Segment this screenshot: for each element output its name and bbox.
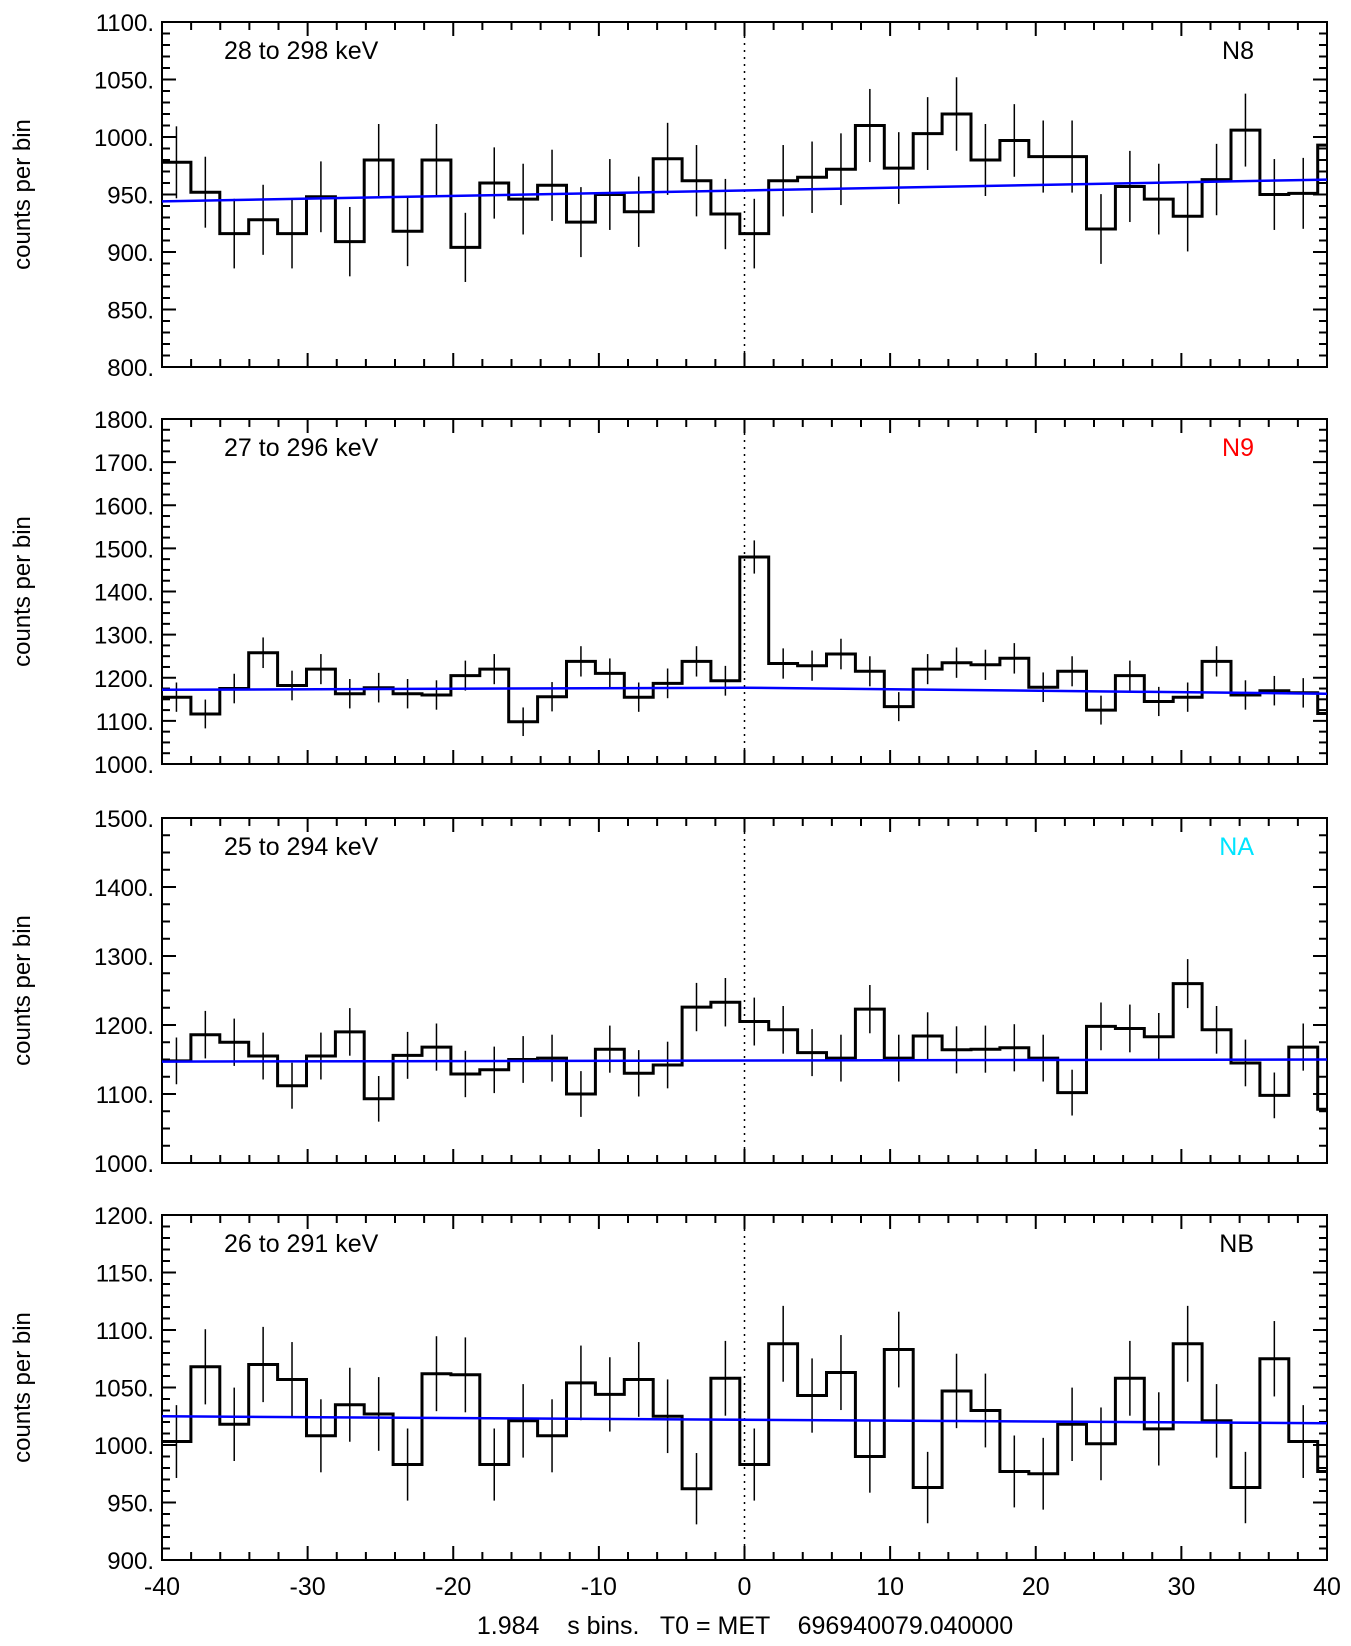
x-tick-label: 30 (1167, 1573, 1195, 1601)
y-axis-title: counts per bin (9, 1312, 36, 1463)
y-tick-label: 1600. (94, 493, 154, 520)
panel-n9: 1000. 1100. 1200. 1300. 1400. 1500. 1600. 1700.… (9, 407, 1328, 779)
y-tick-label: 1200. (94, 1013, 154, 1040)
y-tick-label: 1300. (94, 623, 154, 650)
energy-range-label: 27 to 296 keV (224, 434, 379, 462)
x-tick-labels: -40 -30 -20 -10 0 10 20 30 40 (144, 1573, 1341, 1601)
count-histogram (162, 982, 1327, 1111)
detector-label: N9 (1222, 434, 1254, 462)
x-tick-label: -20 (435, 1573, 471, 1601)
y-tick-label: 1500. (94, 536, 154, 563)
background-fit-line (161, 1058, 1328, 1063)
y-tick-label: 1050. (94, 68, 154, 95)
energy-range-label: 25 to 294 keV (224, 833, 379, 861)
detector-label: NA (1219, 833, 1254, 861)
y-tick-label: 800. (107, 355, 154, 382)
y-tick-label: 950. (107, 1491, 154, 1518)
y-tick-label: 1700. (94, 450, 154, 477)
energy-range-label: 28 to 298 keV (224, 37, 379, 65)
y-tick-label: 1800. (94, 407, 154, 434)
x-tick-label: -10 (581, 1573, 617, 1601)
y-tick-label: 1200. (94, 1203, 154, 1230)
y-tick-label: 950. (107, 183, 154, 210)
plot-frame (161, 1214, 1328, 1561)
panel-n8: 800. 850. 900. 950. 1000. 1050. 1100. counts pe… (9, 10, 1328, 382)
x-tick-label: -40 (144, 1573, 180, 1601)
plot-frame (161, 418, 1328, 765)
y-tick-label: 1000. (94, 752, 154, 779)
y-tick-label: 1000. (94, 1433, 154, 1460)
y-tick-label: 1300. (94, 944, 154, 971)
y-tick-label: 850. (107, 298, 154, 325)
y-tick-label: 900. (107, 240, 154, 267)
energy-range-label: 26 to 291 keV (224, 1230, 379, 1258)
y-axis-title: counts per bin (9, 119, 36, 270)
y-tick-label: 1150. (96, 1261, 154, 1288)
background-fit-line (161, 178, 1328, 203)
background-fit-line (161, 1415, 1328, 1425)
x-tick-label: -30 (290, 1573, 326, 1601)
y-tick-label: 1100. (96, 709, 154, 736)
y-tick-label: 1100. (96, 10, 154, 37)
background-fit-line (161, 686, 1328, 695)
plot-frame (161, 817, 1328, 1164)
y-tick-label: 1000. (94, 1151, 154, 1178)
y-tick-label: 1500. (94, 806, 154, 833)
x-tick-label: 40 (1313, 1573, 1341, 1601)
x-tick-label: 20 (1022, 1573, 1050, 1601)
y-tick-label: 1100. (96, 1318, 154, 1345)
panels-group: 800. 850. 900. 950. 1000. 1050. 1100. counts pe… (9, 10, 1341, 1601)
detector-label: N8 (1222, 37, 1254, 65)
y-tick-label: 1400. (94, 580, 154, 607)
x-tick-label: 10 (876, 1573, 904, 1601)
y-tick-label: 1100. (96, 1082, 154, 1109)
detector-label: NB (1219, 1230, 1254, 1258)
plot-frame (161, 21, 1328, 368)
count-histogram (162, 112, 1327, 249)
y-axis-title: counts per bin (9, 516, 36, 667)
x-axis-title: 1.984 s bins. T0 = MET 696940079.040000 (477, 1612, 1013, 1640)
y-tick-label: 1050. (94, 1376, 154, 1403)
y-tick-label: 900. (107, 1548, 154, 1575)
y-tick-label: 1000. (94, 125, 154, 152)
y-tick-label: 1400. (94, 875, 154, 902)
y-tick-label: 1200. (94, 666, 154, 693)
panel-nb: 900. 950. 1000. 1050. 1100. 1150. 1200. counts … (9, 1203, 1328, 1575)
x-tick-label: 0 (738, 1573, 752, 1601)
y-axis-title: counts per bin (9, 915, 36, 1066)
panel-na: 1000. 1100. 1200. 1300. 1400. 1500. counts per… (9, 806, 1328, 1178)
